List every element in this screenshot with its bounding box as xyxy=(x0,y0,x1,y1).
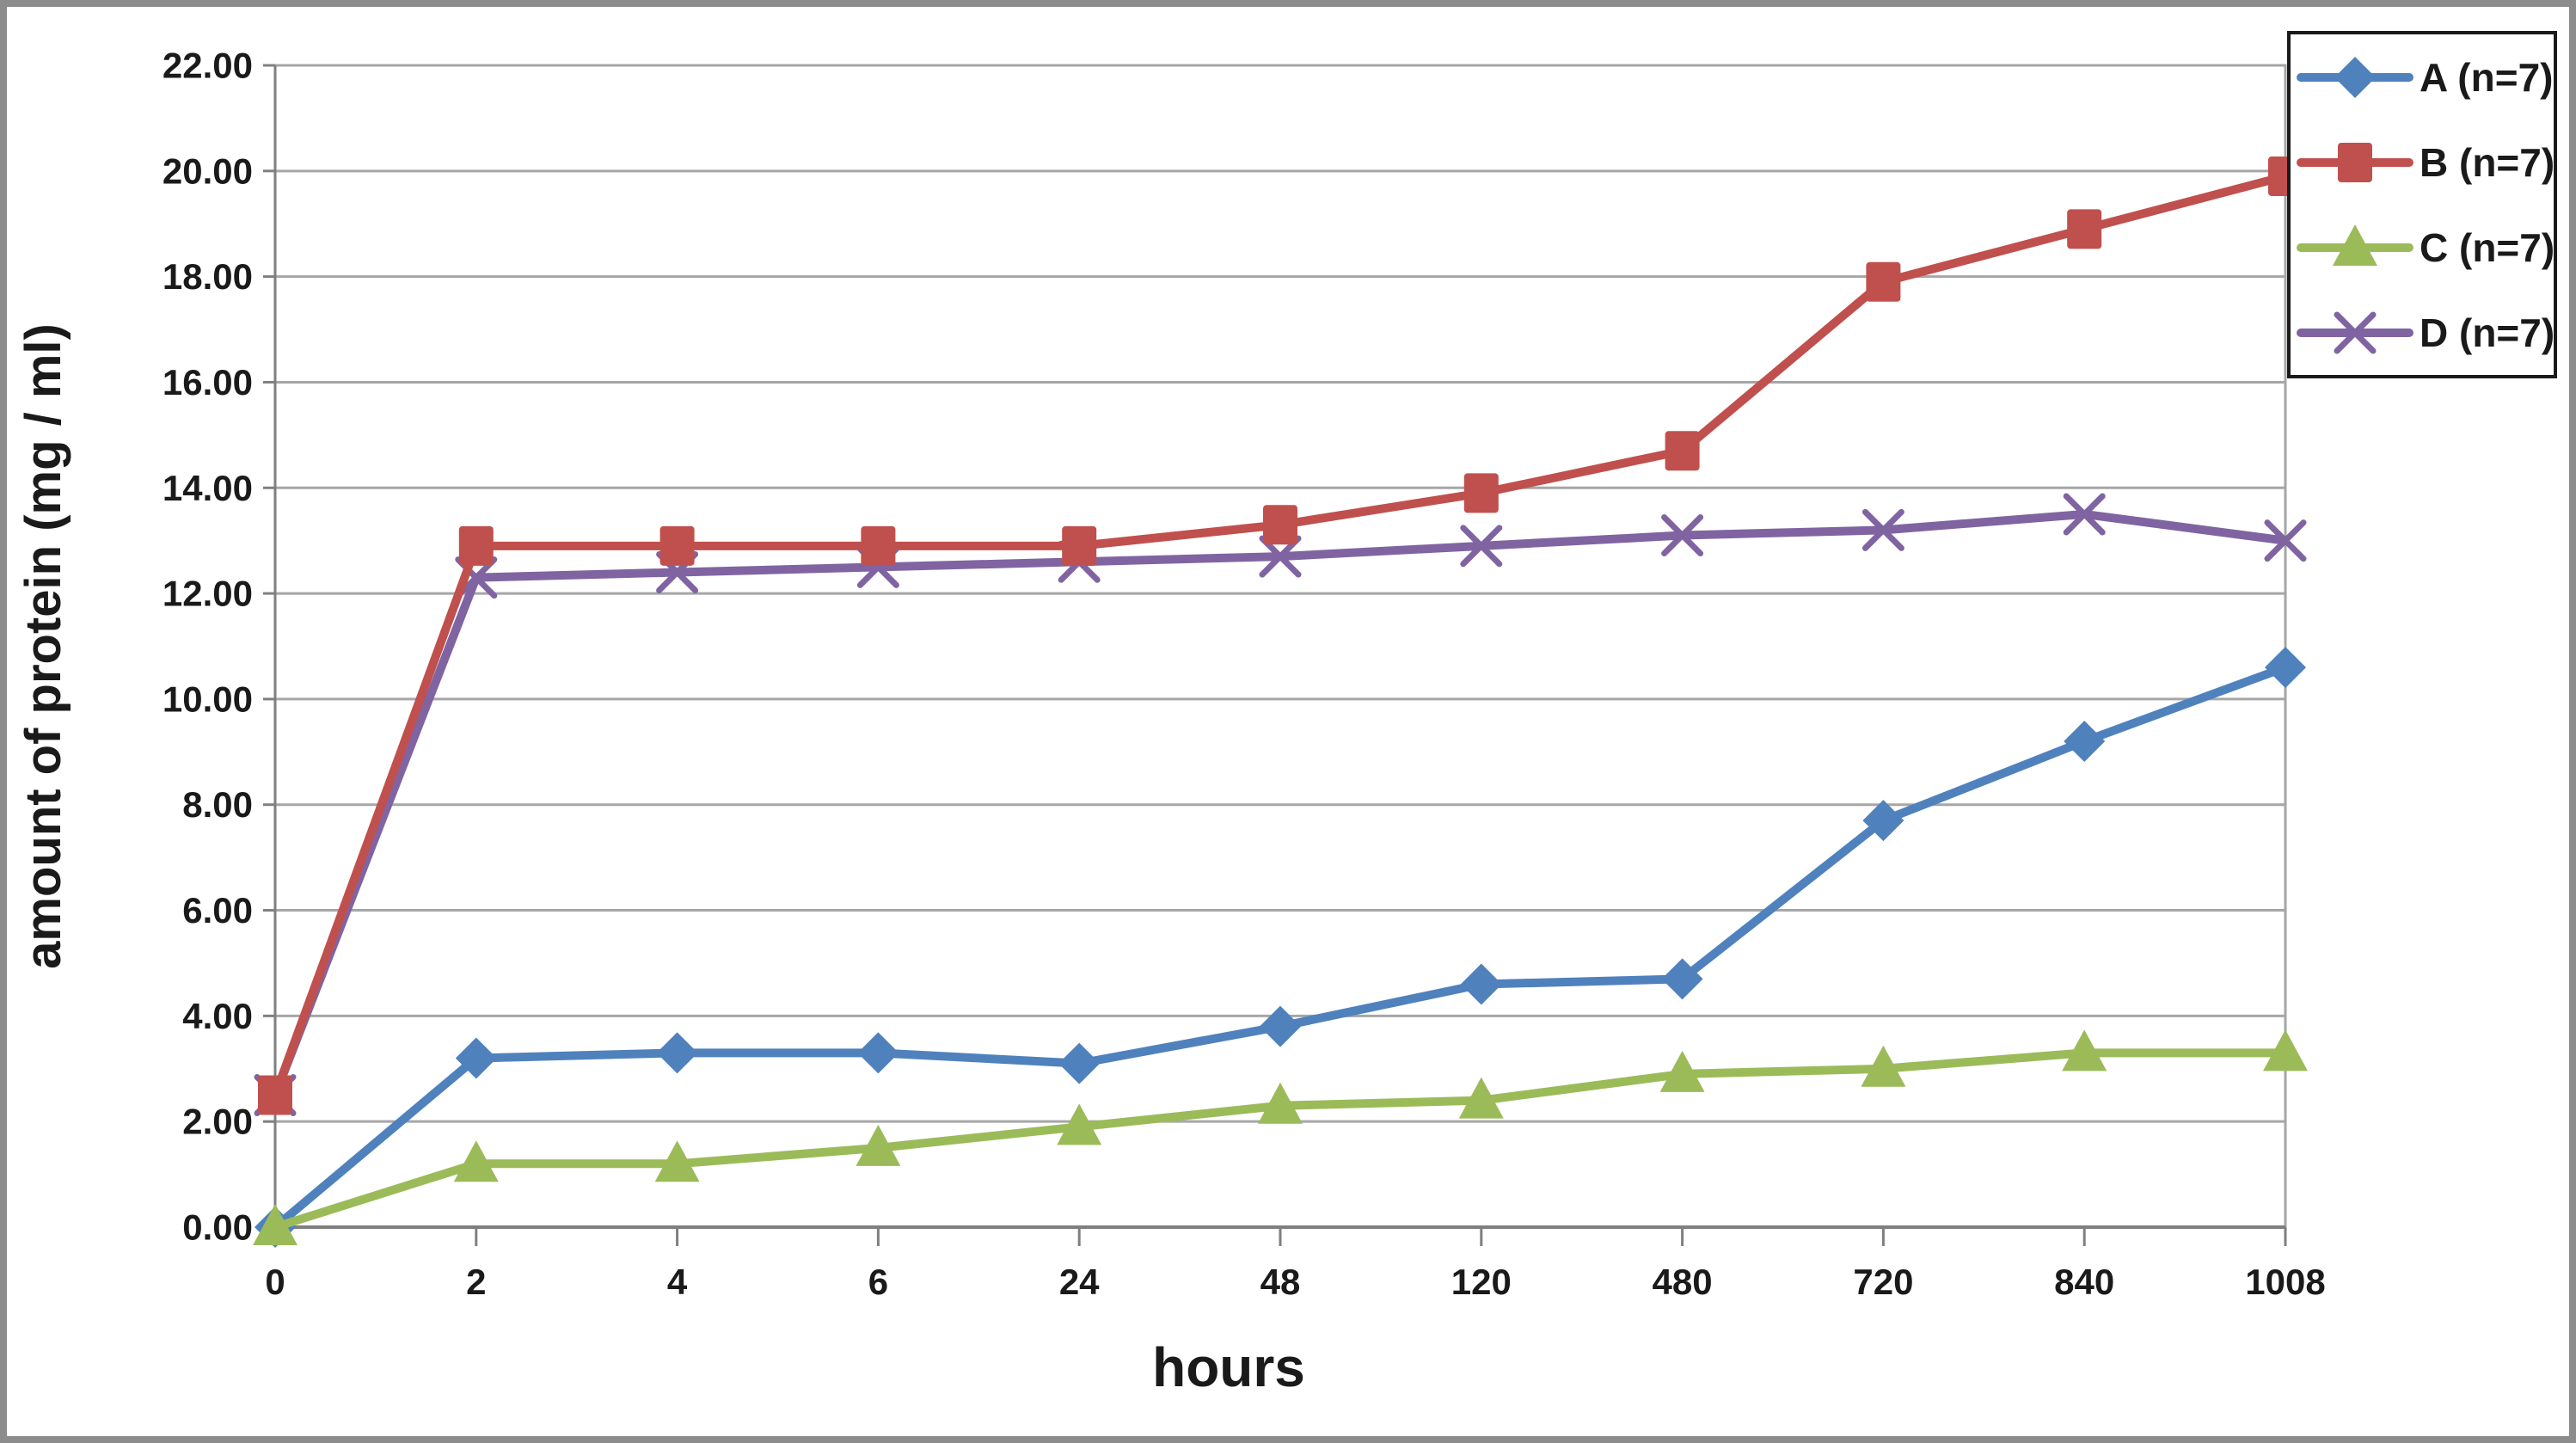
x-marker xyxy=(1861,508,1904,551)
y-tick-label: 20.00 xyxy=(163,150,253,191)
legend-label: A (n=7) xyxy=(2420,55,2553,100)
square-marker xyxy=(2338,143,2372,182)
x-marker xyxy=(2334,311,2377,354)
y-tick-label: 6.00 xyxy=(182,890,253,930)
diamond-marker xyxy=(1862,800,1904,842)
diamond-marker xyxy=(455,1037,497,1079)
square-marker xyxy=(861,525,896,566)
y-axis-title: amount of protein (mg / ml) xyxy=(15,323,71,969)
square-marker xyxy=(659,525,695,566)
x-tick-label: 120 xyxy=(1451,1262,1512,1302)
triangle-marker xyxy=(1861,1045,1906,1087)
y-tick-label: 22.00 xyxy=(163,46,253,86)
x-axis-title: hours xyxy=(1152,1336,1305,1398)
y-tick-label: 4.00 xyxy=(182,996,253,1036)
square-marker xyxy=(2067,209,2102,249)
x-tick-label: 24 xyxy=(1059,1262,1100,1302)
diamond-marker xyxy=(2265,647,2306,689)
square-marker xyxy=(1665,431,1700,471)
y-tick-label: 10.00 xyxy=(163,679,253,719)
diamond-marker xyxy=(2334,57,2376,98)
triangle-marker xyxy=(2333,224,2377,266)
square-marker xyxy=(1263,505,1297,545)
y-tick-label: 0.00 xyxy=(182,1207,253,1248)
x-tick-label: 0 xyxy=(265,1262,285,1302)
legend: A (n=7) B (n=7) C (n=7) D (n=7) xyxy=(2287,31,2557,378)
x-marker xyxy=(2063,493,2106,536)
triangle-marker xyxy=(1659,1050,1705,1092)
legend-label: B (n=7) xyxy=(2420,140,2555,185)
x-tick-label: 480 xyxy=(1653,1262,1713,1302)
diamond-marker xyxy=(1058,1042,1101,1084)
legend-label: C (n=7) xyxy=(2420,225,2555,270)
square-marker xyxy=(458,525,494,566)
x-tick-label: 720 xyxy=(1853,1262,1913,1302)
x-marker xyxy=(1661,514,1704,557)
x-marker xyxy=(1460,525,1503,568)
legend-item-D: D (n=7) xyxy=(2297,310,2555,355)
series-C xyxy=(253,1029,2308,1245)
legend-box xyxy=(2287,31,2557,378)
triangle-marker xyxy=(1458,1077,1504,1119)
triangle-marker xyxy=(453,1140,499,1182)
x-tick-label: 840 xyxy=(2054,1262,2114,1302)
y-tick-label: 16.00 xyxy=(163,362,253,402)
x-marker-stroke xyxy=(2334,311,2377,354)
triangle-marker xyxy=(1057,1103,1102,1145)
x-tick-label: 48 xyxy=(1260,1262,1301,1302)
triangle-marker xyxy=(2263,1029,2308,1072)
diamond-marker xyxy=(1260,1005,1301,1047)
legend-item-B: B (n=7) xyxy=(2297,140,2555,185)
x-marker-stroke xyxy=(1661,514,1704,557)
square-marker xyxy=(1463,473,1499,513)
x-tick-label: 4 xyxy=(667,1262,688,1302)
y-axis-labels: 0.00 2.00 4.00 6.00 8.00 10.00 12.00 14.00 16.00… xyxy=(163,46,253,1248)
x-marker-stroke xyxy=(2264,519,2307,562)
series-B xyxy=(258,156,2303,1115)
x-tick-label: 2 xyxy=(466,1262,486,1302)
triangle-marker xyxy=(2062,1029,2107,1072)
triangle-marker xyxy=(253,1204,297,1245)
y-tick-label: 12.00 xyxy=(163,574,253,614)
x-marker-stroke xyxy=(2063,493,2106,536)
x-marker xyxy=(2264,519,2307,562)
diamond-marker xyxy=(2064,721,2106,763)
legend-item-A: A (n=7) xyxy=(2297,55,2553,100)
legend-item-C: C (n=7) xyxy=(2297,224,2555,270)
series-A xyxy=(255,647,2306,1248)
square-marker xyxy=(1062,525,1097,566)
y-tick-label: 8.00 xyxy=(182,784,253,825)
x-tick-label: 6 xyxy=(868,1262,888,1302)
x-marker-stroke xyxy=(1861,508,1904,551)
x-tick-label: 1008 xyxy=(2245,1262,2325,1302)
diamond-marker xyxy=(1460,963,1502,1005)
square-marker xyxy=(258,1075,292,1115)
y-tick-label: 14.00 xyxy=(163,468,253,508)
triangle-marker xyxy=(856,1124,901,1166)
diamond-marker xyxy=(656,1032,698,1074)
triangle-marker xyxy=(654,1140,700,1182)
diamond-marker xyxy=(857,1032,899,1074)
y-tick-label: 18.00 xyxy=(163,256,253,297)
y-tick-label: 2.00 xyxy=(182,1102,253,1142)
legend-label: D (n=7) xyxy=(2420,310,2555,355)
diamond-marker xyxy=(1661,958,1703,1000)
x-marker-stroke xyxy=(1460,525,1503,568)
square-marker xyxy=(1866,261,1901,302)
x-axis-labels: 0 2 4 6 24 48 120 480 720 840 1008 xyxy=(265,1262,2325,1302)
triangle-marker xyxy=(1258,1082,1303,1124)
axes xyxy=(263,64,2287,1246)
